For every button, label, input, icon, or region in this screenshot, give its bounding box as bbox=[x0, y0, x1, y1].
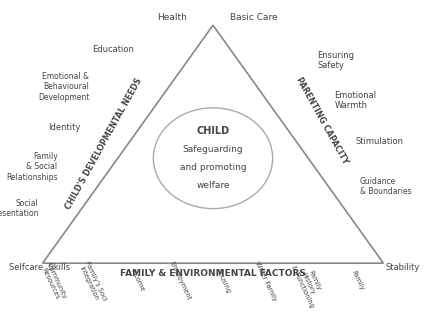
Text: Identity: Identity bbox=[49, 123, 81, 132]
Text: Safeguarding: Safeguarding bbox=[183, 144, 243, 154]
Text: Family: Family bbox=[350, 270, 365, 292]
Text: welfare: welfare bbox=[196, 181, 230, 190]
Text: Emotional
Warmth: Emotional Warmth bbox=[334, 91, 377, 111]
Text: Stability: Stability bbox=[385, 263, 420, 272]
Text: Guidance
& Boundaries: Guidance & Boundaries bbox=[360, 176, 412, 196]
Text: CHILD'S DEVELOPMENTAL NEEDS: CHILD'S DEVELOPMENTAL NEEDS bbox=[64, 77, 144, 211]
Text: Health: Health bbox=[158, 13, 187, 22]
Text: Community
Resources: Community Resources bbox=[40, 262, 68, 302]
Text: PARENTING CAPACITY: PARENTING CAPACITY bbox=[294, 75, 349, 165]
Text: CHILD: CHILD bbox=[196, 126, 230, 136]
Text: Basic Care: Basic Care bbox=[230, 13, 277, 22]
Text: Family's Soci
Integration: Family's Soci Integration bbox=[77, 260, 107, 304]
Text: and promoting: and promoting bbox=[180, 163, 246, 172]
Ellipse shape bbox=[153, 108, 273, 209]
Text: Ensuring
Safety: Ensuring Safety bbox=[317, 50, 354, 70]
Text: Selfcare  Skills: Selfcare Skills bbox=[9, 263, 69, 272]
Text: Wider Family: Wider Family bbox=[254, 260, 277, 301]
Text: Stimulation: Stimulation bbox=[356, 137, 404, 146]
Text: Employment: Employment bbox=[169, 260, 192, 301]
Text: Education: Education bbox=[92, 44, 134, 53]
Text: Social
Presentation: Social Presentation bbox=[0, 199, 38, 218]
Text: FAMILY & ENVIRONMENTAL FACTORS: FAMILY & ENVIRONMENTAL FACTORS bbox=[120, 268, 306, 278]
Text: Income: Income bbox=[130, 268, 146, 293]
Text: Family
& Social
Relationships: Family & Social Relationships bbox=[6, 152, 58, 181]
Text: Housing: Housing bbox=[215, 267, 231, 294]
Text: Emotional &
Behavioural
Development: Emotional & Behavioural Development bbox=[38, 72, 89, 102]
Text: Family
History
& Functioning: Family History & Functioning bbox=[290, 259, 327, 309]
